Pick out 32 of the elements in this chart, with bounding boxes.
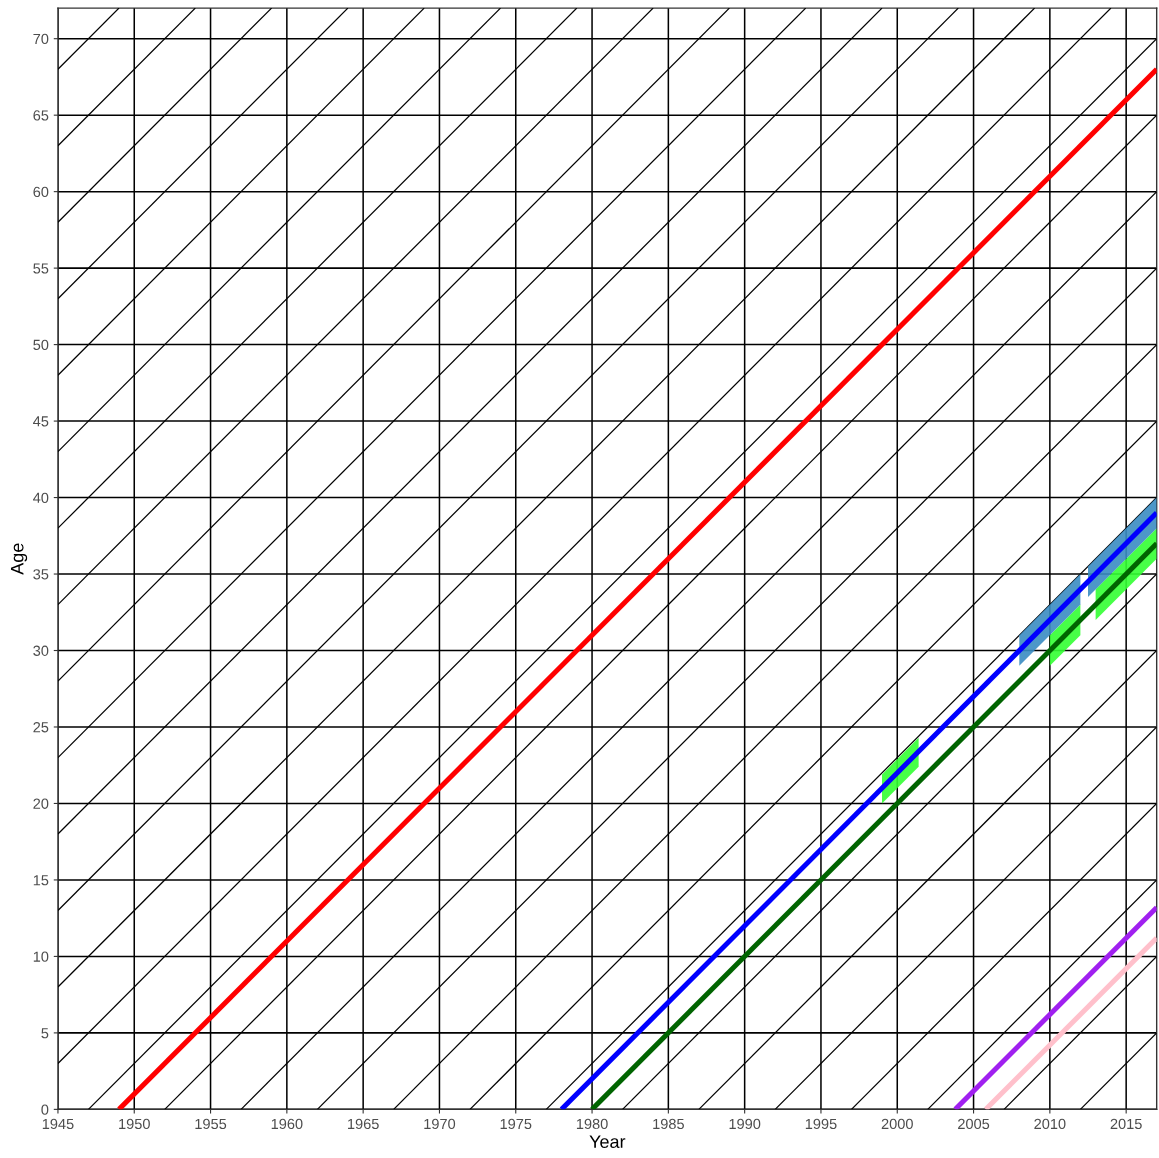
x-axis-title: Year xyxy=(589,1135,626,1149)
y-tick-label: 65 xyxy=(33,110,49,121)
y-tick-label: 70 xyxy=(33,33,49,45)
y-tick-label: 40 xyxy=(33,492,49,503)
x-tick-label: 1945 xyxy=(42,1118,74,1130)
x-tick-label: 1960 xyxy=(271,1118,303,1130)
y-tick-label: 30 xyxy=(33,645,49,656)
x-tick-label: 1990 xyxy=(729,1118,761,1130)
x-tick-label: 1955 xyxy=(195,1118,227,1130)
y-tick-label: 5 xyxy=(41,1028,49,1039)
x-tick-label: 1950 xyxy=(119,1118,150,1130)
y-tick-label: 10 xyxy=(33,951,49,962)
y-tick-label: 35 xyxy=(33,569,49,580)
x-tick-label: 1975 xyxy=(500,1118,532,1130)
y-tick-label: 60 xyxy=(33,186,49,198)
y-axis-title: Age xyxy=(10,543,28,575)
x-tick-label: 2005 xyxy=(958,1118,990,1130)
x-tick-label: 2000 xyxy=(881,1118,913,1130)
y-tick-label: 0 xyxy=(41,1104,49,1115)
x-tick-label: 1965 xyxy=(348,1118,379,1130)
x-tick-label: 2010 xyxy=(1034,1118,1066,1130)
y-tick-label: 15 xyxy=(33,875,49,886)
y-tick-label: 20 xyxy=(33,798,49,809)
x-tick-label: 1970 xyxy=(424,1118,456,1130)
y-tick-label: 50 xyxy=(33,339,49,351)
y-tick-label: 45 xyxy=(33,416,49,427)
y-tick-label: 25 xyxy=(33,722,49,733)
y-tick-label: 55 xyxy=(33,263,49,274)
x-tick-label: 2015 xyxy=(1110,1118,1142,1130)
x-tick-label: 1995 xyxy=(805,1118,837,1130)
x-tick-label: 1985 xyxy=(653,1118,684,1130)
x-tick-label: 1980 xyxy=(576,1118,608,1130)
